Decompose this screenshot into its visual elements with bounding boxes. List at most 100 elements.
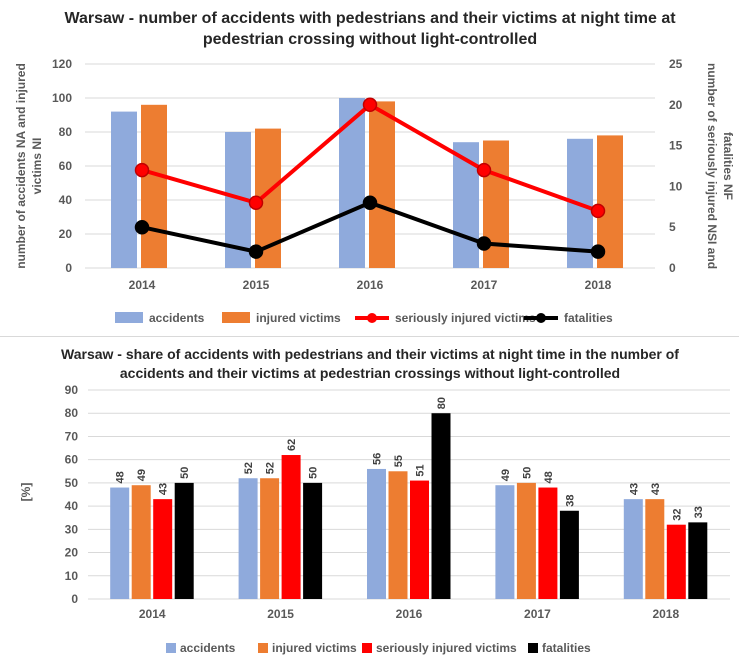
bar-fatalities [688,522,708,599]
data-label: 48 [543,471,555,483]
y-right-tick-label: 0 [669,261,676,275]
x-tick-label: 2014 [139,607,166,621]
y-right-tick-label: 15 [669,139,683,153]
y-right-tick-label: 25 [669,57,683,71]
data-label: 43 [650,483,662,495]
bar-seriously-injured-victims [153,499,173,599]
bar-accidents [111,111,137,268]
y-left-tick-label: 20 [59,227,73,241]
legend-swatch [166,643,176,653]
y-left-axis-title: number of accidents NA and injured [14,63,28,269]
y-left-tick-label: 80 [59,125,73,139]
bar-accidents [367,468,386,599]
legend-swatch [528,643,538,653]
legend-item-seriously-injured-victims: seriously injured victims [362,641,517,655]
marker-seriously-injured-victims [362,97,378,113]
bar-accidents [110,487,130,599]
y-axis-title: [%] [19,483,33,502]
y-tick-label: 0 [71,592,78,606]
bar-fatalities [559,510,579,599]
y-tick-label: 90 [65,383,79,397]
bar-fatalities [303,482,323,599]
y-tick-label: 50 [65,476,79,490]
legend-item-accidents: accidents [166,641,236,655]
data-label: 43 [628,483,640,495]
data-label: 56 [372,453,384,465]
marker-fatalities [248,244,264,259]
bar-injured-victims [131,485,151,599]
legend-item-seriously-injured-victims: seriously injured victims [355,311,536,325]
bar-seriously-injured-victims [538,487,558,599]
top-chart-panel: Warsaw - number of accidents with pedest… [0,10,739,337]
data-label: 38 [564,495,576,507]
x-tick-label: 2016 [357,278,384,292]
data-label: 52 [243,462,255,474]
bar-fatalities [431,413,451,599]
y-tick-label: 40 [65,499,79,513]
marker-fatalities [362,195,378,210]
marker-seriously-injured-victims [476,162,492,178]
bar-fatalities [174,482,194,599]
y-tick-label: 30 [65,522,79,536]
top-chart-svg: 0 20 40 60 80 100 120 0 5 10 15 20 25 2014 2015 2016 201… [14,57,735,325]
y-tick-label: 70 [65,429,79,443]
bar-seriously-injured-victims [666,524,686,599]
legend-swatch [222,312,250,323]
marker-fatalities [134,219,150,235]
x-tick-label: 2015 [267,607,294,621]
marker-fatalities [476,236,492,251]
bar-injured-victims [369,101,395,269]
y-right-tick-label: 20 [669,98,683,112]
y-left-axis-title-line2: victims NI [30,138,44,195]
y-right-tick-label: 10 [669,179,683,193]
bar-accidents [623,499,643,599]
legend-label: fatalities [564,311,613,325]
data-label: 43 [158,483,170,495]
legend-label: injured victims [272,641,357,655]
legend-label: accidents [149,311,205,325]
data-label: 51 [415,464,427,476]
bar-injured-victims [516,482,536,599]
legend-label: seriously injured victims [376,641,517,655]
marker-fatalities [590,244,606,259]
y-right-axis-title: number of seriously injured NSI and [705,63,719,269]
legend-item-fatalities: fatalities [528,641,591,655]
data-label: 49 [500,469,512,481]
data-label: 80 [436,397,448,409]
x-tick-label: 2016 [396,607,423,621]
bar-seriously-injured-victims [410,480,429,599]
y-left-tick-label: 60 [59,159,73,173]
legend-item-injured-victims: injured victims [222,311,341,325]
legend-swatch [115,312,143,323]
bar-injured-victims [388,471,408,599]
marker-seriously-injured-victims [134,162,150,178]
bar-injured-victims [645,499,665,599]
y-left-tick-label: 120 [52,57,72,71]
x-tick-label: 2014 [129,278,156,292]
data-label: 32 [671,508,683,520]
bottom-chart-svg: 0 10 20 30 40 50 60 70 80 90 48 52 56 49 43 49 52 55 50 43 4… [19,383,730,655]
legend-label: fatalities [542,641,591,655]
legend-item-accidents: accidents [115,311,205,325]
legend-label: injured victims [256,311,341,325]
x-tick-label: 2018 [652,607,679,621]
legend-marker [367,313,377,323]
y-tick-label: 60 [65,453,79,467]
legend-label: seriously injured victims [395,311,536,325]
legend-item-fatalities: fatalities [524,311,613,325]
bar-accidents [238,478,258,599]
bottom-chart-title: Warsaw - share of accidents with pedestr… [61,346,679,381]
legend-marker [536,313,546,323]
legend-label: accidents [180,641,236,655]
y-left-tick-label: 40 [59,193,73,207]
data-label: 50 [308,467,320,479]
data-label: 48 [115,471,127,483]
y-right-axis-title-line2: fatalities NF [721,132,735,200]
top-chart-title: Warsaw - number of accidents with pedest… [64,10,676,48]
bar-injured-victims [141,104,167,268]
x-tick-label: 2018 [585,278,612,292]
y-left-tick-label: 100 [52,91,72,105]
bar-injured-victims [260,478,280,599]
data-label: 55 [393,455,405,467]
bar-accidents [339,98,365,268]
